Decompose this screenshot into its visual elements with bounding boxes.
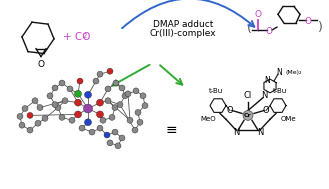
Circle shape (140, 93, 146, 99)
Circle shape (69, 117, 75, 123)
Circle shape (77, 78, 83, 84)
Circle shape (107, 140, 113, 146)
Circle shape (42, 115, 48, 121)
Circle shape (113, 80, 119, 86)
Text: N: N (276, 68, 282, 77)
Circle shape (93, 78, 99, 84)
Circle shape (127, 117, 133, 123)
Circle shape (59, 80, 65, 86)
Circle shape (135, 109, 141, 115)
Circle shape (27, 127, 33, 133)
Text: (Me)₂: (Me)₂ (286, 70, 302, 75)
Circle shape (84, 104, 92, 113)
Circle shape (100, 117, 106, 123)
Circle shape (67, 86, 73, 92)
Text: t-Bu: t-Bu (209, 88, 223, 94)
Circle shape (142, 103, 148, 108)
Circle shape (85, 91, 91, 98)
Text: Cl: Cl (244, 91, 252, 100)
Text: t-Bu: t-Bu (273, 88, 287, 94)
Circle shape (105, 98, 111, 104)
Circle shape (117, 102, 123, 108)
Text: O: O (38, 60, 44, 69)
Circle shape (19, 122, 25, 128)
Text: OMe: OMe (280, 116, 296, 122)
Text: O: O (255, 10, 262, 19)
Circle shape (112, 129, 118, 135)
Circle shape (137, 119, 143, 125)
Text: N: N (261, 91, 267, 100)
Circle shape (119, 85, 125, 91)
Circle shape (59, 114, 65, 120)
Text: ): ) (317, 21, 322, 34)
Text: O: O (305, 17, 312, 26)
Text: ≡: ≡ (165, 123, 177, 137)
Circle shape (89, 129, 95, 135)
Circle shape (97, 71, 103, 77)
Text: + CO: + CO (63, 32, 90, 42)
Text: Cr(III)-complex: Cr(III)-complex (150, 29, 216, 38)
Circle shape (74, 90, 82, 97)
Text: O: O (263, 106, 269, 115)
Circle shape (32, 98, 38, 104)
Circle shape (119, 135, 125, 141)
Circle shape (85, 119, 91, 126)
Circle shape (132, 127, 138, 133)
Circle shape (125, 91, 131, 97)
Text: 2: 2 (83, 33, 88, 39)
Circle shape (122, 93, 128, 99)
Circle shape (243, 111, 253, 120)
Circle shape (35, 120, 41, 126)
Circle shape (105, 86, 111, 92)
Circle shape (74, 111, 82, 118)
Circle shape (37, 105, 43, 111)
Circle shape (79, 125, 85, 131)
Circle shape (27, 112, 33, 118)
Text: (: ( (246, 22, 251, 35)
Circle shape (22, 106, 28, 112)
Circle shape (96, 99, 104, 106)
Text: MeO: MeO (200, 116, 216, 122)
Circle shape (115, 143, 121, 149)
Circle shape (47, 93, 53, 99)
Circle shape (62, 98, 68, 104)
Circle shape (96, 111, 104, 118)
Circle shape (107, 68, 113, 74)
Text: O: O (266, 26, 272, 36)
Text: N: N (233, 128, 239, 137)
Circle shape (104, 132, 110, 138)
Text: N: N (264, 76, 270, 84)
Circle shape (133, 88, 139, 94)
Circle shape (52, 85, 58, 91)
Circle shape (17, 113, 23, 119)
Text: N: N (257, 128, 263, 137)
Circle shape (74, 99, 82, 106)
Circle shape (97, 125, 103, 131)
Text: Cr: Cr (244, 113, 252, 118)
Circle shape (112, 105, 118, 111)
Text: DMAP adduct: DMAP adduct (153, 20, 213, 29)
Circle shape (55, 105, 61, 111)
Circle shape (109, 114, 115, 120)
Text: O: O (227, 106, 233, 115)
Circle shape (52, 102, 58, 108)
